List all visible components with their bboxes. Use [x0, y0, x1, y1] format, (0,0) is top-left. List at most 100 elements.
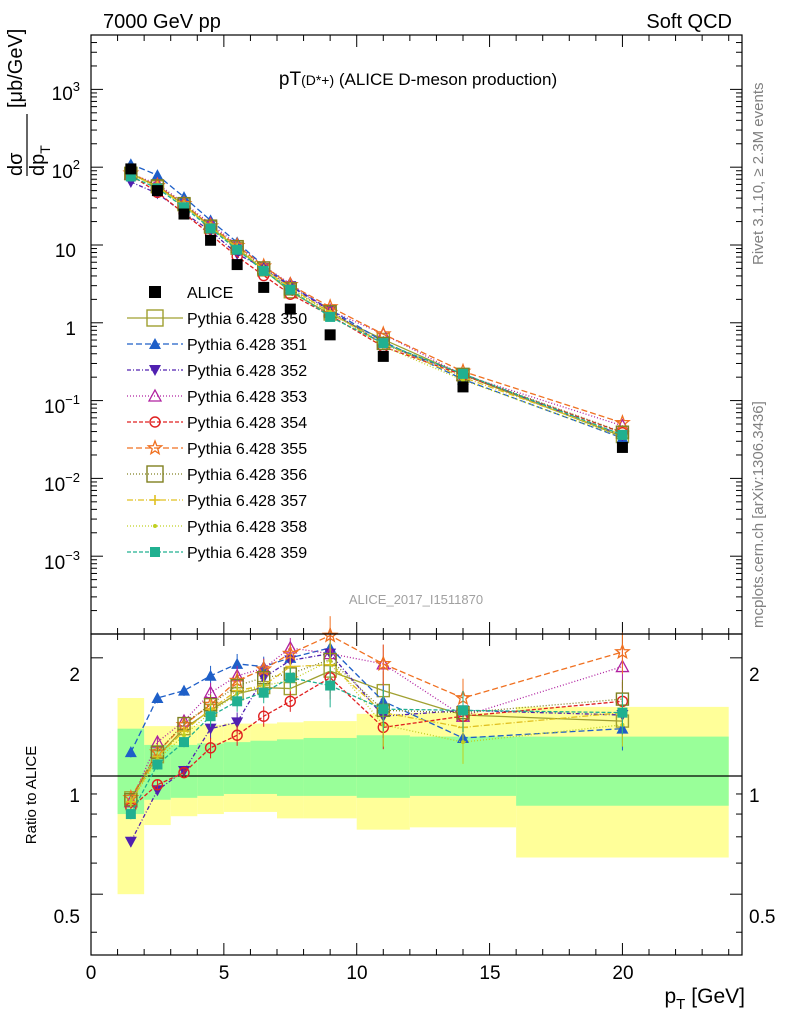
- ratio-series-line: [130, 659, 623, 803]
- ytick-1e-1: 10−1: [44, 392, 80, 418]
- main-point: [458, 368, 468, 379]
- alice-data-series: [125, 163, 628, 453]
- main-y-axis-label: dσ dpT [μb/GeV]: [5, 29, 53, 176]
- ratio-ytick-right-1: 1: [749, 786, 760, 807]
- ratio-y-axis-label: Ratio to ALICE: [23, 746, 40, 844]
- header-right-label: Soft QCD: [646, 11, 732, 33]
- alice-data-point: [258, 281, 270, 293]
- main-point: [179, 202, 189, 213]
- main-point: [376, 336, 390, 351]
- ratio-point: [617, 707, 628, 718]
- legend-marker: [150, 495, 160, 505]
- ratio-point: [374, 655, 392, 672]
- ratio-point: [151, 779, 164, 791]
- main-series-line: [130, 174, 623, 434]
- ratio-point: [231, 729, 243, 741]
- ratio-point: [258, 710, 270, 722]
- legend-entry-6: Pythia 6.428 355: [127, 439, 307, 458]
- legend-entry-2: Pythia 6.428 351: [127, 337, 307, 354]
- ratio-point: [178, 766, 190, 779]
- legend-entry-4: Pythia 6.428 353: [127, 388, 307, 406]
- ratio-point: [328, 658, 333, 663]
- main-point: [258, 265, 269, 276]
- ratio-series-line: [130, 647, 623, 802]
- legend-entry-8: Pythia 6.428 357: [127, 493, 307, 510]
- ratio-point: [128, 799, 133, 804]
- ytick-1e1: 10: [55, 241, 76, 262]
- legend-entry-alice: ALICE: [149, 285, 233, 302]
- legend-label: Pythia 6.428 354: [187, 415, 307, 432]
- ytick-1e3: 103: [52, 79, 80, 105]
- x-axis-label: pT [GeV]: [664, 985, 745, 1013]
- alice-data-point: [125, 163, 137, 175]
- main-series-line: [130, 173, 623, 436]
- legend-marker: [147, 388, 163, 402]
- alice-data-point: [178, 208, 190, 220]
- ratio-point: [125, 809, 136, 820]
- rivet-version-label: Rivet 3.1.10, ≥ 2.3M events: [750, 83, 767, 266]
- analysis-id-label: ALICE_2017_I1511870: [349, 592, 483, 607]
- legend-label: Pythia 6.428 350: [187, 311, 307, 328]
- ytick-1e2: 102: [52, 157, 80, 183]
- ratio-point: [151, 692, 164, 704]
- legend-marker: [149, 338, 161, 349]
- xtick-5: 5: [219, 963, 230, 984]
- alice-data-point: [205, 234, 217, 246]
- legend-marker: [146, 439, 164, 456]
- stat-band-bin: [277, 739, 304, 796]
- legend-marker: [149, 416, 161, 428]
- xtick-0: 0: [86, 963, 97, 984]
- ratio-ytick-left-0.5: 0.5: [54, 907, 80, 928]
- legend-marker: [149, 365, 161, 376]
- ratio-series-10: [125, 666, 628, 820]
- ratio-ytick-right-2: 2: [749, 665, 760, 686]
- ratio-point: [461, 740, 465, 745]
- ratio-ytick-left-1: 1: [69, 786, 80, 807]
- ytick-1e0: 1: [65, 319, 76, 340]
- ratio-point: [182, 733, 186, 738]
- legend-marker: [153, 524, 157, 528]
- alice-data-point: [151, 185, 163, 197]
- legend-marker: [149, 286, 161, 298]
- ratio-point: [152, 759, 163, 770]
- legend-entry-7: Pythia 6.428 356: [127, 465, 307, 484]
- ratio-point: [150, 734, 165, 748]
- ratio-plot-frame: [90, 633, 743, 956]
- ratio-point: [321, 626, 339, 643]
- xtick-10: 10: [346, 963, 367, 984]
- ratio-point: [178, 684, 190, 696]
- main-y-tick-labels: 103 102 10 1 10−1 10−2 10−3: [44, 79, 80, 574]
- stat-band-bin: [250, 740, 277, 794]
- ratio-point: [258, 687, 269, 698]
- ratio-y-tick-labels: 0.5 1 2 0.5 1 2: [54, 665, 776, 928]
- main-point: [205, 223, 216, 234]
- ytick-1e-3: 10−3: [44, 548, 80, 574]
- ratio-point: [204, 669, 217, 681]
- main-point: [285, 284, 296, 295]
- alice-data-point: [616, 441, 628, 453]
- legend-label: Pythia 6.428 359: [187, 545, 307, 562]
- legend-label: ALICE: [187, 285, 233, 302]
- legend-label: Pythia 6.428 358: [187, 519, 307, 536]
- ratio-point: [231, 657, 244, 669]
- ratio-point: [179, 737, 189, 748]
- ratio-point: [124, 746, 137, 758]
- stat-band-bin: [223, 742, 251, 794]
- stat-band-bin: [303, 737, 357, 796]
- ratio-point: [204, 723, 217, 735]
- legend-entry-9: Pythia 6.428 358: [127, 519, 307, 536]
- legend-label: Pythia 6.428 352: [187, 363, 307, 380]
- ratio-point: [458, 705, 468, 716]
- alice-data-point: [377, 350, 389, 362]
- ratio-point: [325, 680, 336, 691]
- ratio-point: [281, 644, 299, 661]
- ratio-point: [204, 742, 217, 754]
- ratio-point: [205, 711, 216, 722]
- ratio-series-line: [130, 664, 623, 803]
- legend-marker: [150, 547, 160, 557]
- main-point: [232, 244, 243, 255]
- main-series-10: [125, 171, 628, 440]
- ratio-ytick-left-2: 2: [69, 665, 80, 686]
